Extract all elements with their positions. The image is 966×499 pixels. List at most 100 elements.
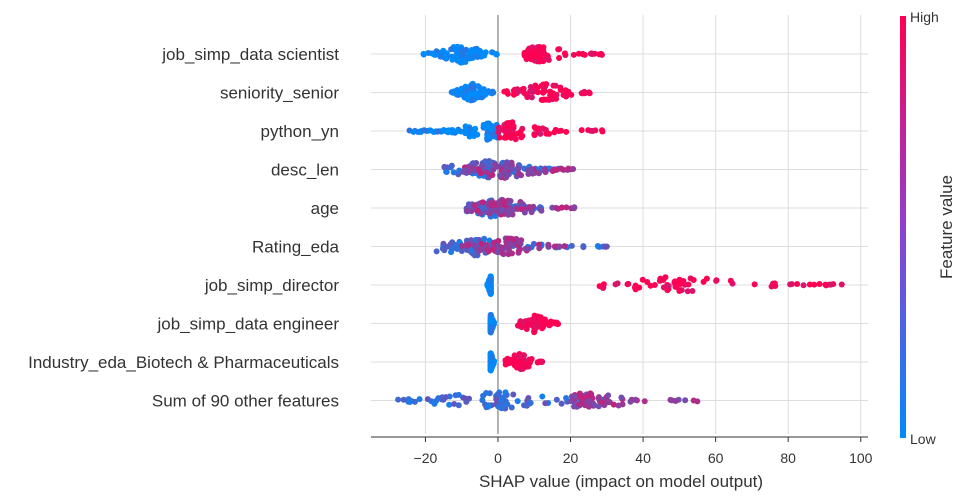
- shap-point: [713, 277, 720, 284]
- shap-point: [521, 402, 528, 409]
- shap-point: [451, 54, 458, 61]
- shap-point: [497, 172, 504, 179]
- shap-point: [578, 127, 585, 134]
- x-tick-label: 100: [849, 450, 873, 466]
- shap-point: [479, 199, 486, 206]
- x-tick-label: 20: [563, 450, 579, 466]
- shap-point: [495, 129, 502, 136]
- shap-point: [556, 46, 563, 53]
- shap-point: [570, 166, 577, 173]
- shap-point: [454, 246, 461, 253]
- shap-point: [689, 288, 696, 295]
- shap-point: [599, 399, 606, 406]
- shap-point: [495, 163, 502, 170]
- shap-point: [489, 202, 496, 209]
- shap-point: [446, 401, 453, 408]
- colorbar-title: Feature value: [937, 175, 956, 279]
- shap-point: [483, 169, 490, 176]
- shap-point: [544, 52, 551, 59]
- shap-point: [522, 91, 529, 98]
- shap-point: [507, 122, 514, 129]
- shap-point: [580, 244, 587, 251]
- shap-point: [660, 284, 667, 291]
- shap-point: [493, 396, 500, 403]
- shap-point: [610, 401, 617, 408]
- shap-point: [585, 397, 592, 404]
- shap-point: [443, 168, 450, 175]
- shap-point: [589, 51, 596, 58]
- shap-point: [553, 396, 560, 403]
- shap-point: [558, 165, 565, 172]
- shap-point: [603, 243, 610, 250]
- shap-point: [453, 128, 460, 135]
- shap-point: [471, 202, 478, 209]
- shap-point: [558, 400, 565, 407]
- shap-point: [565, 88, 572, 95]
- shap-point: [531, 329, 538, 336]
- shap-point: [660, 277, 667, 284]
- shap-point: [518, 134, 525, 141]
- shap-point: [489, 88, 496, 95]
- x-tick-label: 80: [780, 450, 796, 466]
- shap-point: [449, 239, 456, 246]
- shap-point: [671, 279, 678, 286]
- shap-point: [510, 91, 517, 98]
- shap-point: [502, 389, 509, 396]
- shap-point: [676, 281, 683, 288]
- shap-point: [437, 53, 444, 60]
- shap-point: [462, 242, 469, 249]
- shap-point: [563, 395, 570, 402]
- shap-point: [479, 90, 486, 97]
- shap-point: [477, 247, 484, 254]
- shap-point: [470, 90, 477, 97]
- shap-point: [486, 210, 493, 217]
- shap-point: [486, 161, 493, 168]
- shap-point: [503, 164, 510, 171]
- shap-point: [641, 398, 648, 405]
- shap-point: [496, 134, 503, 141]
- shap-point: [469, 84, 476, 91]
- shap-point: [516, 321, 523, 328]
- shap-point: [474, 131, 481, 138]
- points-layer: [395, 43, 845, 412]
- shap-point: [458, 49, 465, 56]
- shap-point: [563, 128, 570, 135]
- shap-point: [684, 288, 691, 295]
- shap-point: [556, 243, 563, 250]
- shap-point: [525, 395, 532, 402]
- shap-point: [490, 166, 497, 173]
- shap-point: [540, 89, 547, 96]
- shap-point: [474, 54, 481, 61]
- shap-point: [794, 281, 801, 288]
- shap-point: [561, 243, 568, 250]
- shap-point: [571, 204, 578, 211]
- shap-point: [487, 318, 494, 325]
- shap-point: [488, 353, 495, 360]
- shap-point: [547, 91, 554, 98]
- shap-point: [530, 240, 537, 247]
- shap-point: [515, 165, 522, 172]
- shap-point: [474, 207, 481, 214]
- shap-point: [459, 86, 466, 93]
- shap-point: [552, 82, 559, 89]
- shap-point: [528, 209, 535, 216]
- shap-point: [395, 396, 402, 403]
- shap-point: [534, 84, 541, 91]
- shap-point: [448, 46, 455, 53]
- shap-point: [485, 284, 492, 291]
- shap-point: [510, 236, 517, 243]
- shap-point: [483, 245, 490, 252]
- shap-point: [816, 281, 823, 288]
- shap-point: [614, 280, 621, 287]
- shap-point: [838, 281, 845, 288]
- shap-point: [513, 364, 520, 371]
- shap-point: [520, 363, 527, 370]
- shap-point: [595, 243, 602, 250]
- shap-point: [771, 280, 778, 287]
- shap-point: [516, 239, 523, 246]
- shap-point: [576, 401, 583, 408]
- shap-point: [587, 390, 594, 397]
- shap-point: [531, 132, 538, 139]
- shap-point: [515, 358, 522, 365]
- shap-point: [529, 170, 536, 177]
